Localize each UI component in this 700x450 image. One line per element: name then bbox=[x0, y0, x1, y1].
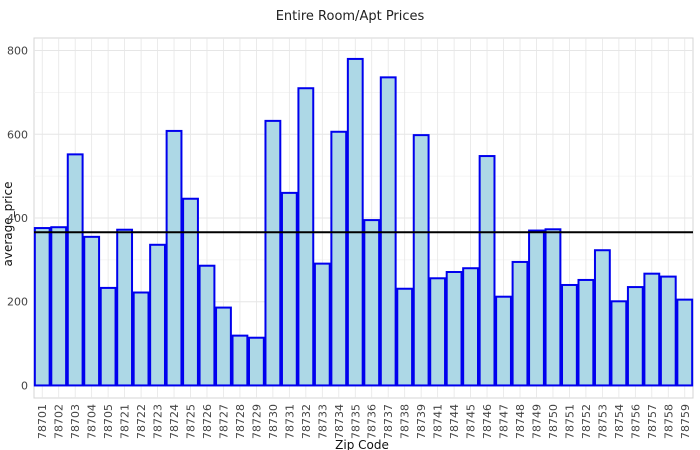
bar-78725 bbox=[182, 197, 199, 387]
bar-78754 bbox=[610, 300, 628, 387]
bar-78722 bbox=[132, 291, 150, 387]
x-tick-label: 78756 bbox=[629, 404, 642, 439]
x-tick-label: 78744 bbox=[448, 404, 461, 439]
bar-78752 bbox=[577, 278, 595, 387]
x-tick-label: 78721 bbox=[119, 404, 132, 439]
x-tick-label: 78746 bbox=[481, 404, 494, 439]
bar-78724 bbox=[165, 129, 183, 387]
x-tick-label: 78750 bbox=[547, 404, 560, 439]
x-tick-label: 78739 bbox=[415, 404, 428, 439]
x-tick-label: 78748 bbox=[514, 404, 527, 439]
bar-78733 bbox=[313, 262, 331, 387]
y-tick-label: 0 bbox=[21, 379, 28, 392]
x-tick-label: 78741 bbox=[432, 404, 445, 439]
x-tick-label: 78724 bbox=[168, 404, 181, 439]
x-tick-label: 78751 bbox=[563, 404, 576, 439]
x-tick-label: 78726 bbox=[201, 404, 214, 439]
x-tick-label: 78736 bbox=[366, 404, 379, 439]
x-tick-label: 78734 bbox=[333, 404, 346, 439]
bar-78702 bbox=[50, 226, 68, 387]
bar-78750 bbox=[544, 228, 562, 387]
x-tick-label: 78722 bbox=[135, 404, 148, 439]
bar-78735 bbox=[346, 57, 364, 387]
x-tick-label: 78727 bbox=[217, 404, 230, 439]
x-tick-label: 78752 bbox=[580, 404, 593, 439]
x-tick-label: 78702 bbox=[53, 404, 66, 439]
y-axis-label: average_price bbox=[1, 182, 15, 267]
bar-78734 bbox=[330, 130, 348, 387]
bar-78744 bbox=[445, 271, 463, 387]
bar-78747 bbox=[495, 295, 512, 387]
x-tick-label: 78732 bbox=[300, 404, 313, 439]
bar-78745 bbox=[462, 267, 480, 387]
bar-78721 bbox=[116, 228, 134, 387]
bar-78704 bbox=[83, 235, 101, 387]
x-tick-label: 78747 bbox=[498, 404, 511, 439]
x-tick-label: 78703 bbox=[69, 404, 82, 439]
y-tick-label: 400 bbox=[7, 212, 28, 225]
y-tick-label: 600 bbox=[7, 128, 28, 141]
bar-78726 bbox=[198, 264, 216, 387]
chart-title: Entire Room/Apt Prices bbox=[276, 9, 425, 24]
bar-78759 bbox=[676, 298, 694, 387]
bar-78749 bbox=[528, 229, 545, 387]
bar-78746 bbox=[478, 155, 496, 387]
bar-78731 bbox=[280, 191, 298, 387]
x-tick-label: 78728 bbox=[234, 404, 247, 439]
bar-78729 bbox=[248, 336, 265, 387]
bar-78703 bbox=[66, 153, 84, 387]
x-tick-label: 78723 bbox=[152, 404, 165, 439]
bar-78748 bbox=[511, 260, 529, 387]
bar-78757 bbox=[643, 272, 661, 387]
bar-78727 bbox=[215, 306, 232, 387]
bar-78741 bbox=[429, 277, 447, 387]
x-tick-label: 78738 bbox=[399, 404, 412, 439]
x-tick-label: 78745 bbox=[465, 404, 478, 439]
bar-78751 bbox=[561, 283, 578, 387]
x-tick-label: 78749 bbox=[530, 404, 543, 439]
bar-78730 bbox=[264, 119, 282, 387]
bar-78723 bbox=[149, 243, 166, 387]
x-tick-label: 78737 bbox=[382, 404, 395, 439]
x-tick-label: 78757 bbox=[646, 404, 659, 439]
x-tick-label: 78759 bbox=[679, 404, 692, 439]
x-tick-label: 78730 bbox=[267, 404, 280, 439]
y-tick-label: 200 bbox=[7, 296, 28, 309]
x-tick-label: 78758 bbox=[662, 404, 675, 439]
bar-78701 bbox=[33, 227, 51, 387]
x-tick-label: 78753 bbox=[596, 404, 609, 439]
bar-78758 bbox=[659, 275, 677, 387]
x-tick-label: 78733 bbox=[316, 404, 329, 439]
bar-78738 bbox=[396, 287, 414, 387]
bar-78728 bbox=[231, 334, 249, 387]
bar-78753 bbox=[593, 249, 611, 387]
bar-78705 bbox=[99, 286, 117, 387]
x-axis-label: Zip Code bbox=[335, 438, 389, 450]
x-tick-label: 78705 bbox=[102, 404, 115, 439]
x-tick-label: 78725 bbox=[185, 404, 198, 439]
x-tick-label: 78735 bbox=[349, 404, 362, 439]
bar-78732 bbox=[297, 87, 315, 387]
x-tick-label: 78704 bbox=[86, 404, 99, 439]
x-tick-label: 78701 bbox=[36, 404, 49, 439]
y-tick-label: 800 bbox=[7, 45, 28, 58]
bar-78739 bbox=[412, 134, 430, 387]
bar-78736 bbox=[363, 219, 381, 387]
bar-78756 bbox=[626, 286, 644, 387]
x-tick-label: 78729 bbox=[250, 404, 263, 439]
x-tick-label: 78754 bbox=[613, 404, 626, 439]
x-tick-label: 78731 bbox=[283, 404, 296, 439]
